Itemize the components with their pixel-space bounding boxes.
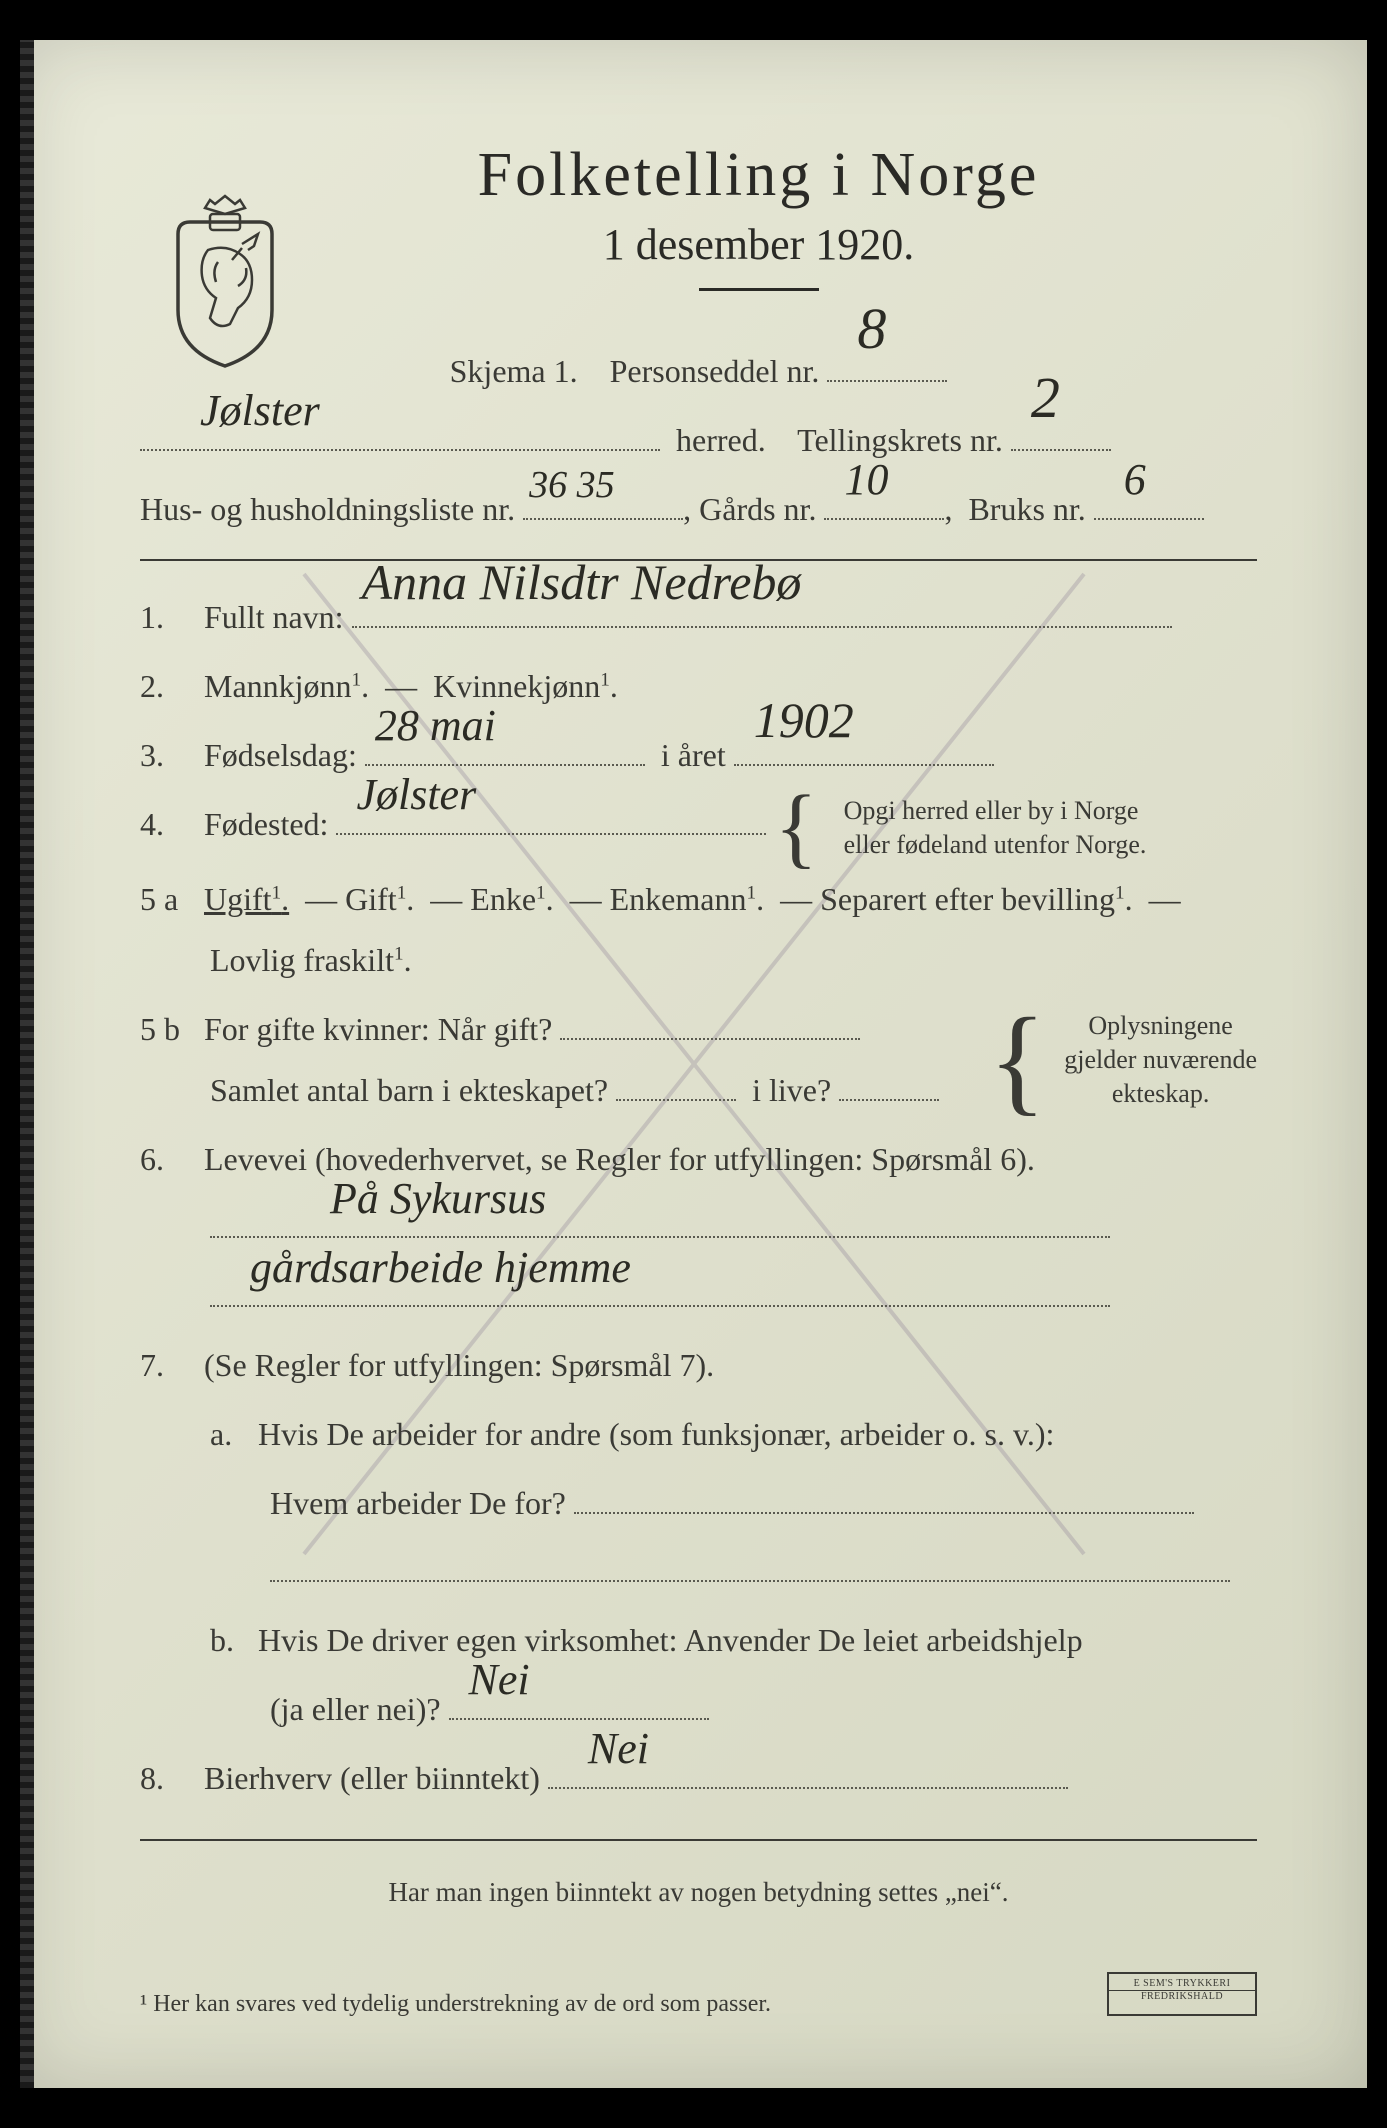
q7b-letter: b. [210, 1610, 250, 1671]
gards-label: Gårds nr. [699, 491, 816, 527]
footnote-text: ¹ Her kan svares ved tydelig understrekn… [140, 1991, 771, 2018]
q5b-barn-field [616, 1062, 736, 1100]
personseddel-label: Personseddel nr. [610, 353, 820, 389]
bruks-value: 6 [1124, 438, 1146, 522]
q7a-sub-line: Hvem arbeider De for? [140, 1473, 1257, 1534]
title-rule [699, 288, 819, 291]
q5a-ugift: Ugift1. [204, 881, 289, 917]
q4-line: 4. Fødested: Jølster { Opgi herred eller… [140, 794, 1257, 862]
q3-line: 3. Fødselsdag: 28 mai i året 1902 [140, 725, 1257, 786]
q7-line: 7. (Se Regler for utfyllingen: Spørsmål … [140, 1335, 1257, 1396]
personseddel-nr-field: 8 [827, 344, 947, 382]
personseddel-nr-value: 8 [857, 274, 886, 384]
q3-iaret: i året [661, 737, 726, 773]
q2-line: 2. Mannkjønn1. — Kvinnekjønn1. [140, 656, 1257, 717]
q8-value: Nei [588, 1707, 649, 1791]
q5b-line: 5 b For gifte kvinner: Når gift? Samlet … [140, 999, 1257, 1121]
q5a-num: 5 a [140, 869, 196, 930]
gards-field: 10 [824, 481, 944, 519]
q4-value: Jølster [356, 753, 476, 837]
husliste-value: 36 35 [529, 449, 615, 521]
q5a-gift: Gift1. [345, 881, 414, 917]
meta-line-2: Jølster herred. Tellingskrets nr. 2 [140, 410, 1257, 471]
q6-value-line-2: gårdsarbeide hjemme [140, 1266, 1257, 1327]
q3-year-field: 1902 [734, 728, 994, 766]
q7a-letter: a. [210, 1404, 250, 1465]
q7-num: 7. [140, 1335, 196, 1396]
meta-line-3: Hus- og husholdningsliste nr. 36 35 , Gå… [140, 479, 1257, 540]
q5b-live-field [839, 1062, 939, 1100]
q1-num: 1. [140, 587, 196, 648]
skjema-label: Skjema 1. [450, 353, 578, 389]
form-title: Folketelling i Norge [260, 140, 1257, 211]
q3-num: 3. [140, 725, 196, 786]
q5b-label2: Samlet antal barn i ekteskapet? [210, 1072, 608, 1108]
q6-label: Levevei (hovederhvervet, se Regler for u… [204, 1141, 1035, 1177]
q8-num: 8. [140, 1748, 196, 1809]
q6-field-2: gårdsarbeide hjemme [210, 1269, 1110, 1307]
form-body: Skjema 1. Personseddel nr. 8 Jølster her… [140, 341, 1257, 1918]
q5b-label1: For gifte kvinner: Når gift? [204, 1011, 552, 1047]
q5b-label3: i live? [752, 1072, 831, 1108]
q7a-field-2 [270, 1544, 1230, 1582]
q6-value-2: gårdsarbeide hjemme [250, 1226, 631, 1310]
q5b-num: 5 b [140, 999, 196, 1060]
q7b-sub-line: (ja eller nei)? Nei [140, 1679, 1257, 1740]
bruks-field: 6 [1094, 481, 1204, 519]
gards-value: 10 [844, 438, 888, 522]
q4-label: Fødested: [204, 806, 328, 842]
q4-num: 4. [140, 794, 196, 855]
q5a-separert: Separert efter bevilling1. [820, 881, 1133, 917]
q3-label: Fødselsdag: [204, 737, 357, 773]
q7a-sub: Hvem arbeider De for? [270, 1485, 566, 1521]
q8-label: Bierhverv (eller biinntekt) [204, 1760, 540, 1796]
q7-label: (Se Regler for utfyllingen: Spørsmål 7). [204, 1347, 714, 1383]
q1-label: Fullt navn: [204, 599, 344, 635]
q1-field: Anna Nilsdtr Nedrebø [352, 590, 1172, 628]
q2-num: 2. [140, 656, 196, 717]
q5b-gift-field [560, 1002, 860, 1040]
q7a-field [574, 1475, 1194, 1513]
brace-icon-2: { [989, 1018, 1047, 1102]
hint-text: Har man ingen biinntekt av nogen betydni… [140, 1867, 1257, 1918]
q7a-line: a. Hvis De arbeider for andre (som funks… [140, 1404, 1257, 1465]
q7b-label: Hvis De driver egen virksomhet: Anvender… [258, 1622, 1083, 1658]
q2-mann: Mannkjønn1. [204, 668, 369, 704]
husliste-label: Hus- og husholdningsliste nr. [140, 491, 515, 527]
q8-line: 8. Bierhverv (eller biinntekt) Nei [140, 1748, 1257, 1809]
census-form-page: Folketelling i Norge 1 desember 1920. Sk… [20, 40, 1367, 2088]
husliste-field: 36 35 [523, 481, 683, 519]
q7b-sub: (ja eller nei)? [270, 1691, 441, 1727]
q5b-note: Oplysningene gjelder nuværende ekteskap. [1064, 1009, 1257, 1110]
q7b-line: b. Hvis De driver egen virksomhet: Anven… [140, 1610, 1257, 1671]
q7b-value: Nei [469, 1638, 530, 1722]
q6-num: 6. [140, 1129, 196, 1190]
q4-note: Opgi herred eller by i Norge eller fødel… [844, 794, 1147, 862]
rule-2 [140, 1839, 1257, 1841]
form-header: Folketelling i Norge 1 desember 1920. [140, 140, 1257, 291]
q7b-field: Nei [449, 1682, 709, 1720]
herred-value: Jølster [200, 369, 320, 453]
form-subtitle: 1 desember 1920. [260, 219, 1257, 270]
q5a-line: 5 a Ugift1. — Gift1. — Enke1. — Enkemann… [140, 869, 1257, 991]
q8-field: Nei [548, 1750, 1068, 1788]
q6-line: 6. Levevei (hovederhvervet, se Regler fo… [140, 1129, 1257, 1190]
q1-value: Anna Nilsdtr Nedrebø [362, 535, 802, 630]
q7a-extra-line [140, 1541, 1257, 1602]
q5a-enke: Enke1. [470, 881, 553, 917]
q1-line: 1. Fullt navn: Anna Nilsdtr Nedrebø [140, 587, 1257, 648]
brace-icon: { [774, 796, 817, 859]
q7a-label: Hvis De arbeider for andre (som funksjon… [258, 1416, 1054, 1452]
herred-label: herred. [676, 422, 766, 458]
herred-field: Jølster [140, 412, 660, 450]
tellingskrets-label: Tellingskrets nr. [797, 422, 1003, 458]
bruks-label: Bruks nr. [968, 491, 1085, 527]
q4-field: Jølster [336, 797, 766, 835]
q3-year-value: 1902 [754, 673, 854, 768]
tellingskrets-field: 2 [1011, 412, 1111, 450]
q5a-fraskilt: Lovlig fraskilt1. [140, 942, 412, 978]
tellingskrets-value: 2 [1031, 343, 1060, 453]
printer-stamp: E SEM'S TRYKKERI FREDRIKSHALD [1107, 1972, 1257, 2016]
q5a-enkemann: Enkemann1. [610, 881, 764, 917]
